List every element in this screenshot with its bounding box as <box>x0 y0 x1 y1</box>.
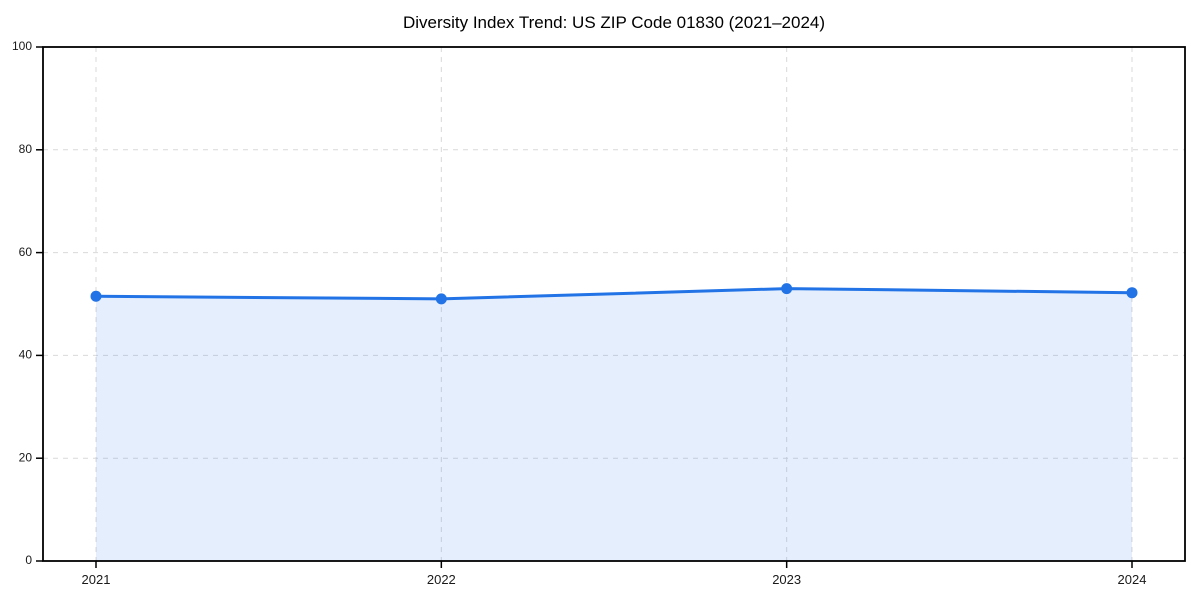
data-point <box>781 283 793 295</box>
data-point <box>90 290 102 302</box>
x-tick-label: 2022 <box>427 572 456 587</box>
chart-title: Diversity Index Trend: US ZIP Code 01830… <box>402 13 826 32</box>
trend-line <box>94 287 1134 301</box>
x-tick-label: 2023 <box>772 572 801 587</box>
data-point <box>435 293 447 305</box>
x-tick-label: 2021 <box>82 572 111 587</box>
y-tick-label: 0 <box>25 553 32 567</box>
area-fill <box>96 288 1132 561</box>
y-tick-label: 80 <box>19 142 33 156</box>
plot-border <box>42 46 1186 562</box>
y-tick-label: 100 <box>12 39 32 53</box>
y-tick-label: 60 <box>19 245 33 259</box>
x-tick-label: 2024 <box>1118 572 1147 587</box>
y-tick-label: 20 <box>19 450 33 464</box>
y-tick-label: 40 <box>19 348 33 362</box>
data-point <box>1126 287 1138 299</box>
